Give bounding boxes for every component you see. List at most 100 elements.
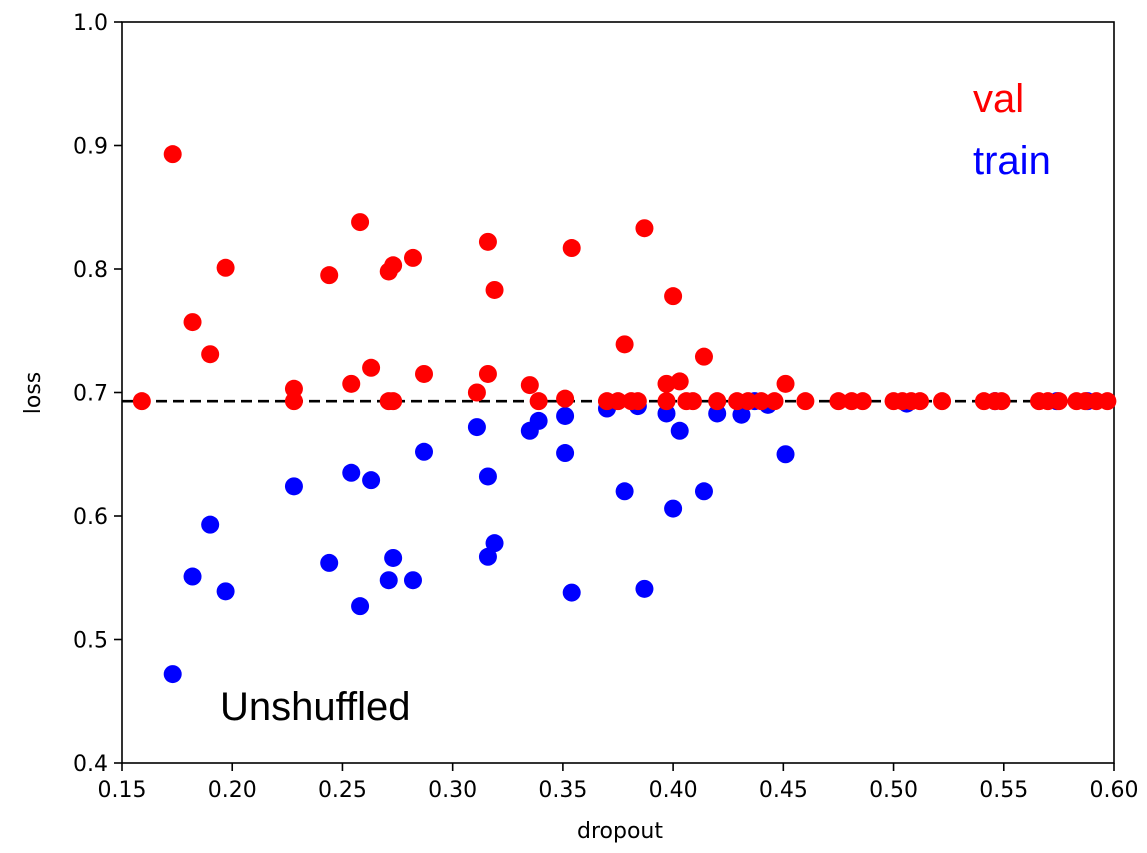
train-point-25: [635, 579, 654, 598]
train-point-34: [776, 445, 795, 464]
train-point-16: [485, 534, 504, 553]
train-point-5: [320, 553, 339, 572]
val-point-33: [664, 287, 683, 306]
train-point-30: [708, 404, 727, 423]
val-point-22: [529, 392, 548, 411]
val-point-55: [992, 392, 1011, 411]
x-tick-label-8: 0.55: [979, 778, 1028, 803]
val-point-47: [853, 392, 872, 411]
val-point-14: [384, 392, 403, 411]
x-tick-label-5: 0.40: [649, 778, 698, 803]
val-point-38: [708, 392, 727, 411]
y-tick-label-5: 0.9: [73, 135, 108, 160]
val-point-52: [933, 392, 952, 411]
points-layer: [132, 145, 1117, 684]
val-point-21: [520, 376, 539, 395]
train-point-10: [384, 548, 403, 567]
val-point-23: [556, 389, 575, 408]
annotation-train: train: [973, 139, 1051, 183]
x-tick-label-4: 0.35: [538, 778, 587, 803]
val-point-4: [216, 258, 235, 277]
train-point-3: [216, 582, 235, 601]
val-point-45: [829, 392, 848, 411]
val-point-29: [628, 392, 647, 411]
y-tick-label-6: 1.0: [73, 11, 108, 36]
val-point-10: [362, 358, 381, 377]
y-tick-label-0: 0.4: [73, 752, 108, 777]
y-tick-label-2: 0.6: [73, 505, 108, 530]
train-point-12: [415, 442, 434, 461]
val-point-19: [478, 232, 497, 251]
val-point-40: [739, 392, 758, 411]
val-point-3: [201, 345, 220, 364]
x-tick-label-3: 0.30: [428, 778, 477, 803]
val-point-43: [776, 374, 795, 393]
x-tick-label-0: 0.15: [98, 778, 147, 803]
train-point-27: [664, 499, 683, 518]
train-point-7: [351, 597, 370, 616]
val-point-51: [911, 392, 930, 411]
val-point-18: [478, 364, 497, 383]
train-point-15: [478, 547, 497, 566]
train-point-21: [562, 583, 581, 602]
train-point-26: [657, 404, 676, 423]
train-point-4: [284, 477, 303, 496]
val-point-13: [384, 256, 403, 275]
train-point-18: [529, 411, 548, 430]
train-point-8: [362, 471, 381, 490]
val-point-16: [415, 364, 434, 383]
val-point-26: [609, 392, 627, 411]
train-point-20: [556, 444, 575, 463]
val-point-2: [183, 313, 202, 332]
val-point-9: [351, 213, 370, 232]
val-point-36: [683, 392, 702, 411]
train-point-2: [201, 515, 220, 534]
annotation-val: val: [973, 77, 1024, 121]
axes-layer: 0.15 0.20 0.25 0.30 0.35 0.40 0.45 0.50 0.55 0.60…: [73, 11, 1138, 803]
val-point-62: [1098, 392, 1117, 411]
train-point-0: [163, 665, 182, 684]
train-point-6: [342, 463, 361, 482]
x-tick-label-1: 0.20: [208, 778, 257, 803]
train-point-23: [615, 482, 634, 501]
val-point-0: [132, 392, 151, 411]
annotation-unshuffled: Unshuffled: [220, 685, 411, 729]
val-point-15: [403, 248, 422, 267]
val-point-41: [752, 392, 771, 411]
val-point-17: [467, 383, 486, 402]
train-point-13: [467, 418, 486, 437]
val-point-37: [694, 347, 713, 366]
y-tick-label-4: 0.8: [73, 258, 108, 283]
val-point-6: [284, 379, 303, 398]
val-point-58: [1049, 392, 1068, 411]
val-point-24: [562, 239, 581, 258]
train-point-1: [183, 567, 202, 586]
val-point-30: [635, 219, 654, 238]
val-point-34: [670, 372, 689, 391]
val-point-44: [796, 392, 815, 411]
x-tick-label-2: 0.25: [318, 778, 367, 803]
y-axis-label: loss: [21, 372, 46, 415]
train-point-14: [478, 467, 497, 486]
train-point-29: [694, 482, 713, 501]
x-tick-label-6: 0.45: [759, 778, 808, 803]
val-point-7: [320, 266, 339, 285]
val-point-8: [342, 374, 361, 393]
train-point-9: [379, 571, 398, 590]
val-point-5: [284, 392, 303, 411]
x-tick-label-9: 0.60: [1090, 778, 1139, 803]
train-point-31: [732, 405, 751, 424]
val-point-27: [615, 335, 634, 354]
y-tick-label-3: 0.7: [73, 382, 108, 407]
val-point-42: [765, 392, 784, 411]
x-axis-label: dropout: [577, 819, 663, 844]
train-point-11: [403, 571, 422, 590]
y-tick-label-1: 0.5: [73, 629, 108, 654]
val-point-1: [163, 145, 182, 164]
x-tick-label-7: 0.50: [869, 778, 918, 803]
train-point-19: [556, 406, 575, 425]
train-point-28: [670, 421, 689, 440]
val-point-32: [657, 392, 676, 411]
val-point-20: [485, 280, 504, 299]
